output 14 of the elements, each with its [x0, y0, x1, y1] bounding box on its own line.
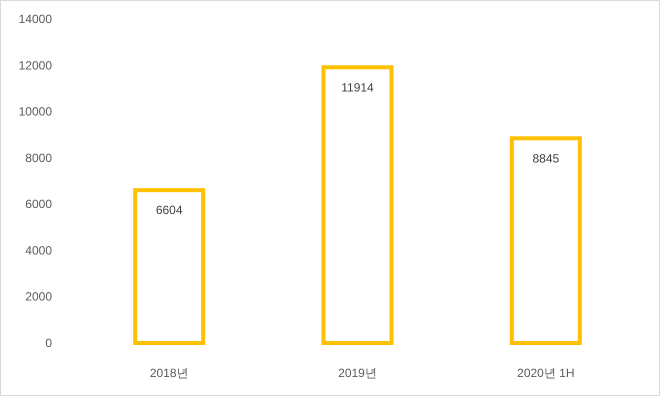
- data-label: 6604: [156, 203, 183, 218]
- y-tick-label: 12000: [18, 58, 52, 72]
- y-tick-label: 0: [45, 336, 52, 350]
- y-tick-label: 10000: [18, 104, 52, 119]
- y-tick-label: 14000: [18, 12, 52, 26]
- x-tick-label: 2020년 1H: [517, 366, 575, 380]
- y-tick-label: 2000: [25, 290, 52, 304]
- y-tick-label: 4000: [25, 243, 52, 258]
- x-tick-label: 2018년: [150, 366, 189, 380]
- y-tick-label: 6000: [25, 197, 52, 212]
- x-tick-label: 2019년: [338, 366, 377, 380]
- y-tick-label: 8000: [25, 150, 52, 165]
- data-label: 11914: [341, 80, 374, 94]
- data-label: 8845: [532, 151, 560, 166]
